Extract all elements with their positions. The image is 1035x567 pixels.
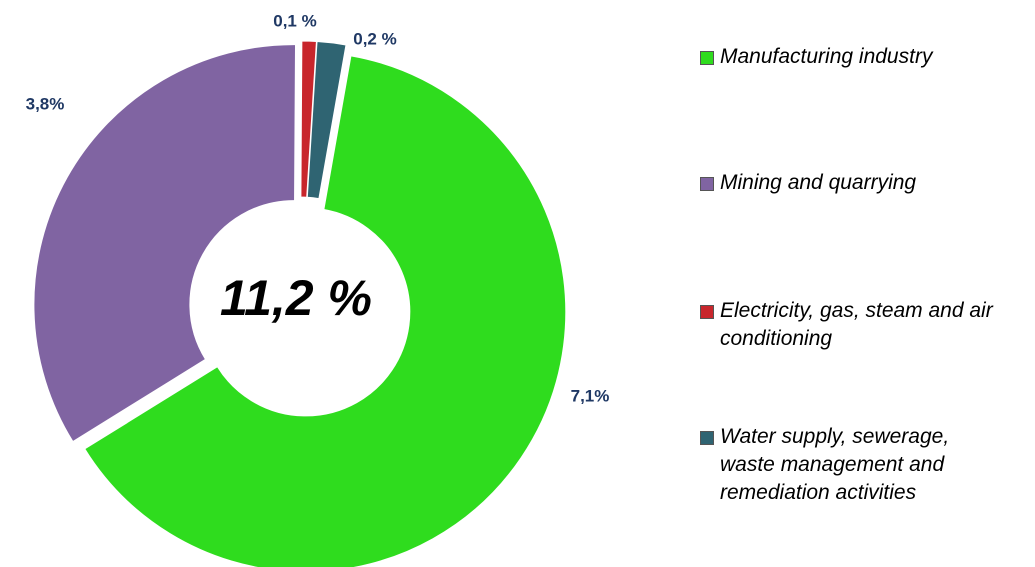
legend-label: Manufacturing industry (720, 45, 933, 68)
legend-item: Manufacturing industry (700, 43, 1035, 71)
legend-item: Water supply, sewerage, waste management… (700, 423, 1035, 507)
legend-swatch (700, 431, 714, 445)
value-label: 0,2 % (353, 29, 396, 48)
legend-item: Electricity, gas, steam and air conditio… (700, 297, 1035, 353)
legend-label: Electricity, gas, steam and air conditio… (720, 299, 993, 350)
center-label: 11,2 % (220, 270, 372, 326)
legend-swatch (700, 305, 714, 319)
value-label: 3,8% (26, 94, 65, 113)
donut-segment (84, 55, 567, 567)
legend-swatch (700, 51, 714, 65)
donut-segment (300, 40, 317, 198)
legend-item: Mining and quarrying (700, 169, 1035, 197)
donut-segment (33, 44, 297, 443)
donut-segment (306, 41, 347, 200)
value-label: 7,1% (571, 386, 610, 405)
legend-label: Water supply, sewerage, waste management… (720, 425, 950, 504)
legend-swatch (700, 177, 714, 191)
legend-label: Mining and quarrying (720, 171, 917, 194)
value-label: 0,1 % (273, 11, 316, 30)
